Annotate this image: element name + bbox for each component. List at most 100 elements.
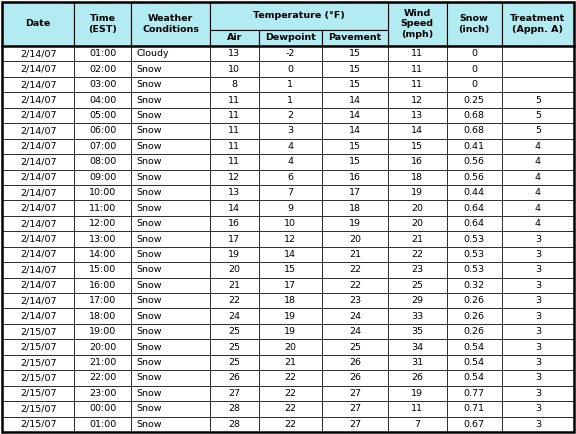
Text: 31: 31 (411, 358, 423, 367)
Text: Air: Air (227, 33, 242, 43)
Bar (502, 386, 574, 401)
Text: 11: 11 (229, 157, 240, 166)
Bar (210, 123, 259, 138)
Bar (74, 92, 131, 108)
Bar (259, 309, 322, 324)
Bar (131, 92, 210, 108)
Text: 2/15/07: 2/15/07 (20, 358, 56, 367)
Text: 0: 0 (471, 49, 477, 58)
Bar (2, 231, 74, 247)
Bar (210, 417, 259, 432)
Bar (388, 108, 447, 123)
Text: 15: 15 (349, 80, 361, 89)
Text: 19: 19 (229, 250, 240, 259)
Text: 25: 25 (229, 327, 240, 336)
Text: 7: 7 (287, 188, 293, 197)
Bar (2, 278, 74, 293)
Bar (74, 2, 131, 46)
Bar (388, 401, 447, 417)
Text: 28: 28 (229, 420, 240, 429)
Bar (502, 355, 574, 370)
Text: 11: 11 (411, 65, 423, 74)
Bar (131, 247, 210, 262)
Text: 2/14/07: 2/14/07 (20, 95, 56, 105)
Bar (2, 216, 74, 231)
Bar (447, 62, 502, 77)
Bar (322, 401, 388, 417)
Text: 2/14/07: 2/14/07 (20, 281, 56, 290)
Bar (388, 324, 447, 339)
Bar (74, 231, 131, 247)
Text: 0.68: 0.68 (464, 126, 484, 135)
Bar (131, 123, 210, 138)
Text: 22: 22 (285, 389, 296, 398)
Bar (210, 30, 259, 46)
Text: 23: 23 (349, 296, 361, 305)
Bar (74, 324, 131, 339)
Bar (502, 123, 574, 138)
Bar (502, 293, 574, 309)
Bar (210, 293, 259, 309)
Text: 2/14/07: 2/14/07 (20, 80, 56, 89)
Bar (322, 278, 388, 293)
Bar (447, 46, 502, 62)
Text: 10: 10 (229, 65, 240, 74)
Text: 24: 24 (229, 312, 240, 321)
Bar (447, 185, 502, 201)
Bar (131, 216, 210, 231)
Text: 15: 15 (349, 65, 361, 74)
Text: 3: 3 (535, 234, 541, 243)
Text: 9: 9 (287, 204, 293, 213)
Text: 11: 11 (411, 404, 423, 413)
Bar (259, 154, 322, 170)
Bar (502, 324, 574, 339)
Bar (447, 123, 502, 138)
Text: 5: 5 (535, 111, 541, 120)
Text: 22: 22 (411, 250, 423, 259)
Text: 0: 0 (471, 80, 477, 89)
Text: 8: 8 (232, 80, 237, 89)
Bar (2, 123, 74, 138)
Text: Snow: Snow (137, 219, 162, 228)
Text: 11: 11 (411, 80, 423, 89)
Text: 0.68: 0.68 (464, 111, 484, 120)
Bar (259, 324, 322, 339)
Text: 5: 5 (535, 126, 541, 135)
Bar (210, 138, 259, 154)
Bar (502, 417, 574, 432)
Text: 18: 18 (349, 204, 361, 213)
Bar (259, 355, 322, 370)
Text: 2/15/07: 2/15/07 (20, 327, 56, 336)
Text: Snow: Snow (137, 157, 162, 166)
Bar (2, 262, 74, 278)
Bar (131, 309, 210, 324)
Text: Snow: Snow (137, 358, 162, 367)
Bar (74, 154, 131, 170)
Text: 0.56: 0.56 (464, 173, 484, 182)
Bar (74, 62, 131, 77)
Bar (2, 201, 74, 216)
Bar (322, 247, 388, 262)
Text: 18: 18 (285, 296, 296, 305)
Text: 22: 22 (349, 265, 361, 274)
Bar (210, 339, 259, 355)
Bar (322, 46, 388, 62)
Text: Date: Date (25, 20, 51, 29)
Text: 4: 4 (535, 188, 541, 197)
Bar (131, 262, 210, 278)
Text: Snow: Snow (137, 126, 162, 135)
Text: 20: 20 (229, 265, 240, 274)
Bar (447, 401, 502, 417)
Bar (2, 293, 74, 309)
Bar (447, 355, 502, 370)
Text: 24: 24 (349, 312, 361, 321)
Text: 04:00: 04:00 (89, 95, 116, 105)
Text: 22: 22 (229, 296, 240, 305)
Text: Snow: Snow (137, 327, 162, 336)
Text: 3: 3 (535, 404, 541, 413)
Bar (447, 417, 502, 432)
Text: 3: 3 (535, 420, 541, 429)
Bar (259, 339, 322, 355)
Bar (131, 154, 210, 170)
Bar (502, 370, 574, 386)
